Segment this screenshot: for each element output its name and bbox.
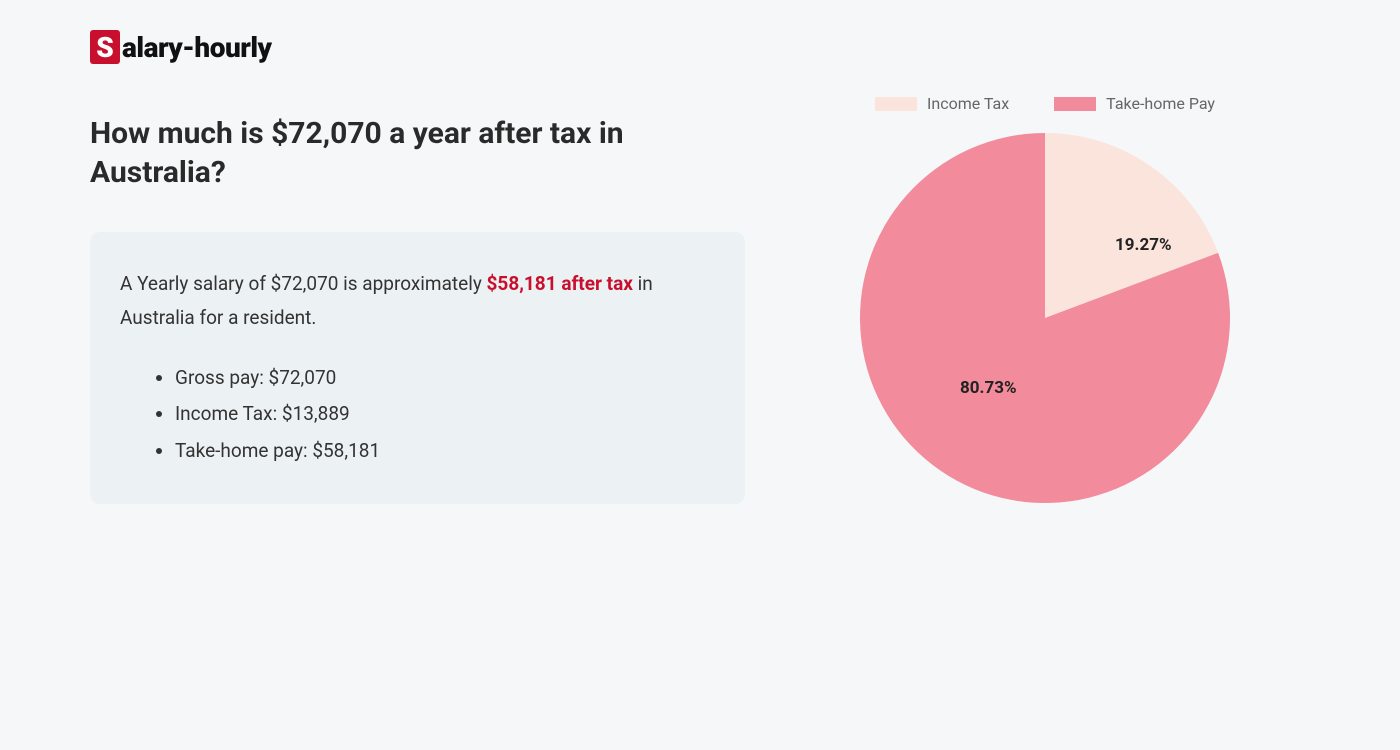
bullet-tax: Income Tax: $13,889 [175,396,715,432]
logo-text: alary-hourly [122,31,272,64]
page-heading: How much is $72,070 a year after tax in … [90,114,745,192]
summary-paragraph: A Yearly salary of $72,070 is approximat… [120,267,715,335]
logo-s-icon: S [90,30,120,64]
summary-highlight: $58,181 after tax [487,272,633,295]
page-root: S alary-hourly How much is $72,070 a yea… [0,0,1400,534]
content-row: How much is $72,070 a year after tax in … [90,114,1310,504]
pie-label-takehome: 80.73% [960,378,1017,398]
legend-label-tax: Income Tax [927,94,1009,113]
left-column: How much is $72,070 a year after tax in … [90,114,745,504]
chart-column: Income Tax Take-home Pay 19.27% 80.73% [825,94,1265,503]
summary-box: A Yearly salary of $72,070 is approximat… [90,232,745,504]
legend-item-takehome: Take-home Pay [1054,94,1215,113]
legend-swatch-takehome [1054,97,1096,111]
pie-svg [860,133,1230,503]
summary-bullets: Gross pay: $72,070 Income Tax: $13,889 T… [120,360,715,468]
bullet-gross: Gross pay: $72,070 [175,360,715,396]
site-logo: S alary-hourly [90,30,1310,64]
pie-chart: 19.27% 80.73% [860,133,1230,503]
legend-label-takehome: Take-home Pay [1106,94,1215,113]
legend-item-tax: Income Tax [875,94,1009,113]
chart-legend: Income Tax Take-home Pay [825,94,1265,113]
summary-before: A Yearly salary of $72,070 is approximat… [120,272,487,295]
bullet-takehome: Take-home pay: $58,181 [175,433,715,469]
legend-swatch-tax [875,97,917,111]
pie-label-tax: 19.27% [1115,235,1172,255]
